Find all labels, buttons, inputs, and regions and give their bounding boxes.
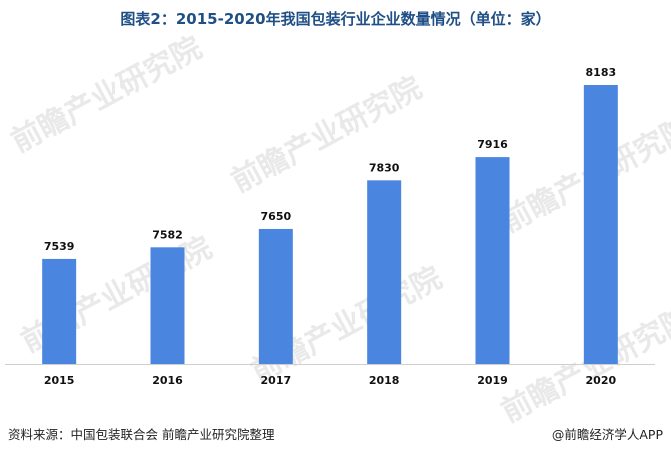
data-label-2019: 7916 [477, 138, 508, 151]
x-tick-label-2017: 2017 [261, 374, 292, 387]
x-tick-label-2020: 2020 [586, 374, 617, 387]
data-label-2020: 8183 [586, 66, 617, 79]
bar-2018 [367, 180, 402, 364]
data-label-2015: 7539 [44, 240, 75, 253]
bar-2016 [150, 247, 185, 364]
brand-credit: @前瞻经济学人APP [551, 427, 663, 442]
x-tick-label-2015: 2015 [44, 374, 75, 387]
data-label-2018: 7830 [369, 161, 400, 174]
source-note: 资料来源：中国包装联合会 前瞻产业研究院整理 [8, 427, 275, 442]
bar-2020 [583, 84, 618, 364]
bar-2017 [258, 228, 293, 364]
bar-2015 [42, 258, 77, 364]
chart-title: 图表2：2015-2020年我国包装行业企业数量情况（单位：家） [120, 10, 551, 28]
x-tick-label-2019: 2019 [477, 374, 508, 387]
data-label-2017: 7650 [261, 210, 292, 223]
x-tick-label-2016: 2016 [152, 374, 183, 387]
data-label-2016: 7582 [152, 228, 183, 241]
x-tick-label-2018: 2018 [369, 374, 400, 387]
bar-2019 [475, 157, 510, 364]
